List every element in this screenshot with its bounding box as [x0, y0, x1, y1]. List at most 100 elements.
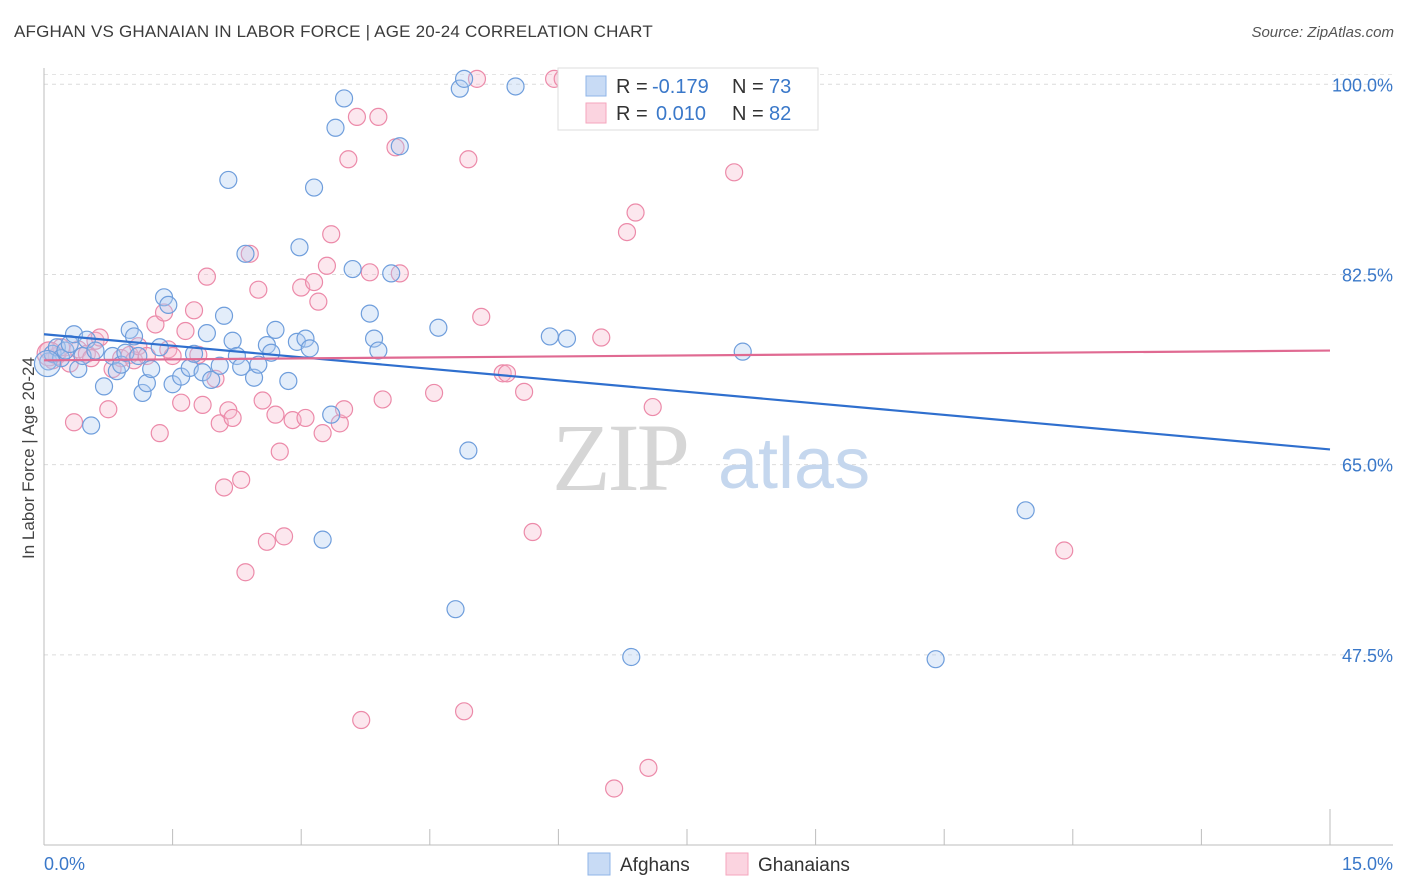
data-point — [309, 292, 328, 311]
data-point — [313, 530, 332, 549]
data-point — [454, 702, 474, 721]
data-point — [193, 395, 212, 414]
data-point — [364, 329, 384, 348]
data-point — [296, 408, 315, 428]
trend-line-ghanaians — [43, 349, 1331, 362]
data-point — [304, 178, 324, 197]
data-point — [142, 359, 161, 379]
data-point — [540, 327, 559, 346]
y-axis-label: In Labor Force | Age 20-24 — [19, 357, 38, 559]
data-point — [176, 321, 195, 341]
data-point — [172, 393, 191, 412]
data-point — [459, 441, 478, 460]
data-point — [257, 532, 277, 551]
data-point — [266, 320, 285, 339]
legend-swatch-ghanaians — [585, 102, 607, 124]
data-point — [605, 779, 624, 798]
chart-title: AFGHAN VS GHANAIAN IN LABOR FORCE | AGE … — [14, 22, 653, 41]
data-point — [506, 77, 525, 96]
data-point — [373, 390, 392, 409]
data-point — [64, 413, 84, 432]
y-tick-label: 100.0% — [1332, 75, 1393, 95]
series-afghans — [33, 69, 1035, 669]
data-point — [82, 416, 101, 435]
data-point — [266, 405, 285, 424]
data-point — [343, 259, 362, 279]
data-point — [33, 349, 62, 378]
legend-r-label-afghans: R = — [616, 76, 648, 98]
data-point — [253, 391, 272, 410]
data-point — [446, 600, 465, 619]
data-point — [262, 343, 281, 362]
data-point — [296, 329, 315, 348]
data-point — [1016, 501, 1035, 520]
data-point — [274, 527, 294, 546]
x-tick-label-max: 15.0% — [1342, 854, 1393, 874]
data-point — [467, 69, 487, 88]
data-point — [369, 341, 388, 360]
data-point — [369, 107, 388, 127]
data-point — [150, 424, 169, 443]
y-tick-label: 82.5% — [1342, 265, 1393, 285]
legend-r-label-ghanaians: R = — [616, 103, 648, 125]
data-point — [210, 356, 229, 375]
watermark-zip: ZIP — [552, 404, 687, 511]
data-point — [197, 267, 216, 286]
data-point — [639, 758, 658, 777]
data-point — [279, 371, 298, 391]
data-point — [304, 272, 324, 292]
data-point — [124, 327, 144, 346]
legend-n-label-ghanaians: N = — [732, 103, 764, 125]
legend-bottom: Afghans Ghanaians — [587, 852, 850, 876]
data-point — [322, 225, 341, 244]
data-point — [472, 307, 491, 326]
legend-r-value-ghanaians: 0.010 — [656, 103, 706, 125]
data-point — [317, 256, 337, 275]
data-point — [94, 377, 114, 396]
data-point — [515, 382, 534, 401]
trend-line-afghans — [43, 333, 1331, 451]
data-point — [643, 397, 662, 417]
x-tick-label-min: 0.0% — [44, 854, 85, 874]
data-point — [270, 442, 289, 461]
data-point — [202, 370, 221, 389]
data-point — [223, 408, 242, 428]
data-point — [424, 383, 444, 403]
data-point — [592, 328, 611, 347]
data-point — [219, 170, 238, 190]
data-point — [347, 107, 367, 127]
data-point — [334, 89, 354, 108]
data-point — [326, 118, 345, 137]
data-point — [360, 263, 379, 282]
legend-bottom-swatch-afghans — [587, 852, 611, 876]
data-point — [622, 647, 641, 667]
data-point — [454, 69, 474, 88]
data-point — [429, 318, 448, 337]
data-point — [1055, 541, 1074, 560]
data-point — [129, 346, 148, 366]
data-point — [223, 331, 242, 350]
data-point — [926, 650, 945, 669]
trend-lines — [43, 333, 1331, 451]
data-point — [290, 238, 309, 257]
data-point — [557, 329, 577, 348]
data-point — [360, 304, 379, 323]
data-point — [133, 383, 152, 403]
watermark-atlas: atlas — [718, 424, 870, 504]
data-point — [232, 470, 251, 489]
data-point — [390, 137, 409, 156]
data-point — [214, 478, 234, 497]
legend-swatch-afghans — [585, 75, 607, 97]
data-point — [214, 306, 234, 325]
data-point — [497, 364, 517, 383]
data-point — [159, 295, 178, 315]
legend-n-value-ghanaians: 82 — [769, 103, 791, 125]
data-point — [339, 150, 358, 169]
data-point — [459, 150, 478, 169]
data-point — [86, 341, 105, 360]
data-point — [322, 405, 341, 424]
data-point — [493, 364, 512, 383]
legend-n-label-afghans: N = — [732, 76, 764, 98]
data-point — [137, 374, 156, 393]
data-point — [352, 710, 371, 730]
